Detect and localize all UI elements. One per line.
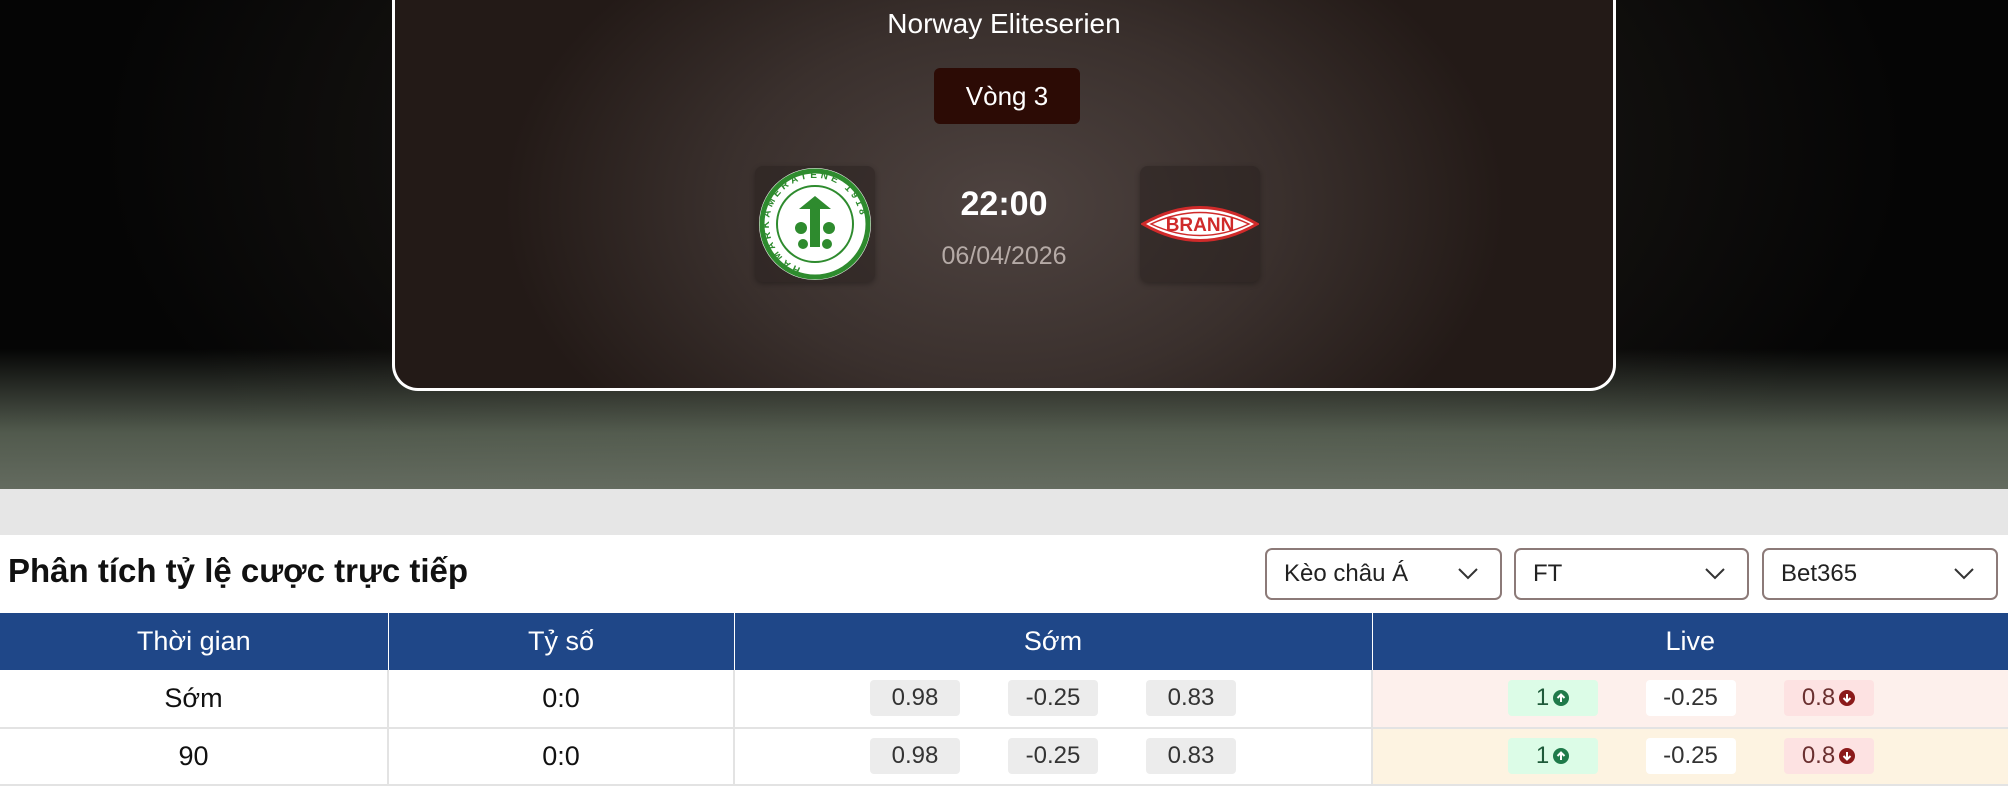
header-score: Tỷ số: [388, 613, 735, 670]
away-logo-text: BRANN: [1166, 215, 1235, 236]
early-handicap: -0.25: [1008, 738, 1098, 775]
row-score: 0:0: [388, 727, 735, 786]
away-team-logo[interactable]: BRANN: [1140, 166, 1260, 282]
early-home-odds: 0.98: [870, 680, 960, 717]
live-away-value: 0.8: [1801, 742, 1836, 770]
section-title: Phân tích tỷ lệ cược trực tiếp: [8, 552, 469, 589]
table-row: 90 0:0 0.98 -0.25 0.83 1 -0.25 0.8: [0, 727, 2008, 786]
period-select[interactable]: FT: [1514, 548, 1749, 600]
match-date: 06/04/2026: [941, 242, 1067, 270]
live-home-odds: 1: [1507, 680, 1598, 717]
early-home-odds: 0.98: [870, 738, 960, 775]
header-live: Live: [1372, 613, 2008, 670]
chevron-down-icon: [1705, 568, 1725, 580]
bookmaker-value: Bet365: [1781, 560, 1858, 587]
home-team-logo[interactable]: HAMARKAMERATENE 1918: [755, 166, 875, 282]
live-home-value: 1: [1535, 742, 1550, 770]
row-time: Sớm: [0, 670, 389, 729]
league-name: Norway Eliteserien: [887, 8, 1121, 39]
live-away-odds: 0.8: [1783, 680, 1874, 717]
arrow-up-icon: [1553, 690, 1570, 707]
table-row: Sớm 0:0 0.98 -0.25 0.83 1 -0.25 0.8: [0, 670, 2008, 729]
live-home-odds: 1: [1507, 738, 1598, 775]
match-card: Norway Eliteserien Vòng 3 HAMARKAMERATEN…: [392, 0, 1616, 391]
early-away-odds: 0.83: [1146, 680, 1236, 717]
live-away-odds: 0.8: [1783, 738, 1874, 775]
odds-type-select[interactable]: Kèo châu Á: [1265, 548, 1502, 600]
early-handicap: -0.25: [1008, 680, 1098, 717]
odds-type-value: Kèo châu Á: [1284, 560, 1409, 587]
arrow-down-icon: [1839, 748, 1856, 765]
match-hero: Norway Eliteserien Vòng 3 HAMARKAMERATEN…: [0, 0, 2008, 489]
arrow-up-icon: [1553, 748, 1570, 765]
chevron-down-icon: [1954, 568, 1974, 580]
period-value: FT: [1533, 560, 1563, 587]
live-handicap: -0.25: [1645, 680, 1736, 717]
round-badge: Vòng 3: [934, 68, 1080, 124]
chevron-down-icon: [1458, 568, 1478, 580]
row-score: 0:0: [388, 670, 735, 729]
early-away-odds: 0.83: [1146, 738, 1236, 775]
odds-table: Thời gian Tỷ số Sớm Live Sớm 0:0 0.98 -0.…: [0, 613, 2008, 786]
header-early: Sớm: [734, 613, 1373, 670]
live-handicap: -0.25: [1645, 738, 1736, 775]
live-home-value: 1: [1535, 684, 1550, 712]
live-away-value: 0.8: [1801, 684, 1836, 712]
header-time: Thời gian: [0, 613, 389, 670]
bookmaker-select[interactable]: Bet365: [1762, 548, 1998, 600]
arrow-down-icon: [1839, 690, 1856, 707]
divider-band: [0, 489, 2008, 535]
match-time: 22:00: [960, 185, 1048, 223]
row-time: 90: [0, 727, 389, 786]
